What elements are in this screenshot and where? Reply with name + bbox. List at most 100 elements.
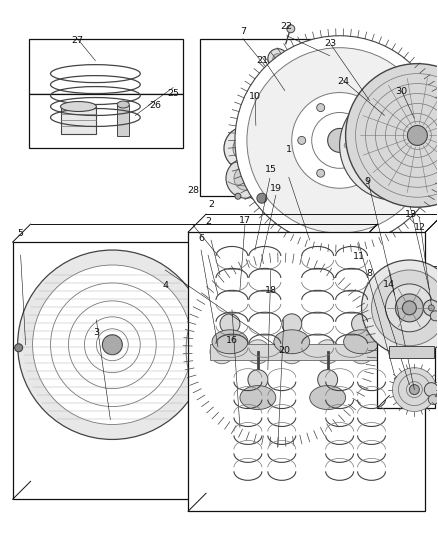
- Text: 7: 7: [240, 27, 246, 36]
- Text: 5: 5: [18, 229, 23, 238]
- Circle shape: [377, 127, 413, 163]
- Circle shape: [292, 93, 388, 188]
- Circle shape: [302, 174, 310, 182]
- Circle shape: [235, 193, 241, 199]
- Circle shape: [428, 394, 438, 405]
- Text: 3: 3: [94, 328, 100, 337]
- Circle shape: [257, 193, 267, 203]
- Circle shape: [386, 138, 403, 154]
- Circle shape: [396, 294, 424, 322]
- Circle shape: [344, 143, 349, 148]
- Text: 19: 19: [270, 184, 282, 193]
- Text: 13: 13: [405, 211, 417, 220]
- Text: 18: 18: [265, 286, 277, 295]
- Circle shape: [371, 270, 438, 346]
- Text: 15: 15: [265, 165, 276, 174]
- Circle shape: [385, 284, 433, 332]
- Ellipse shape: [240, 385, 276, 409]
- Text: 14: 14: [383, 279, 395, 288]
- Circle shape: [406, 382, 422, 398]
- Circle shape: [416, 184, 421, 189]
- Text: 26: 26: [150, 101, 162, 110]
- Circle shape: [287, 25, 295, 33]
- Bar: [60, 107, 96, 134]
- Text: 30: 30: [396, 87, 408, 95]
- Ellipse shape: [212, 330, 248, 354]
- Circle shape: [273, 54, 283, 63]
- Circle shape: [18, 250, 207, 439]
- Text: 22: 22: [281, 22, 293, 31]
- Circle shape: [421, 142, 428, 149]
- Circle shape: [312, 112, 367, 168]
- Bar: [210, 344, 395, 360]
- Circle shape: [317, 169, 325, 177]
- Text: 23: 23: [324, 39, 336, 48]
- Bar: [389, 346, 434, 358]
- Circle shape: [210, 340, 234, 364]
- Circle shape: [224, 126, 268, 171]
- Circle shape: [361, 142, 368, 149]
- Text: 17: 17: [239, 216, 251, 225]
- Circle shape: [68, 301, 156, 389]
- Circle shape: [307, 182, 313, 188]
- Text: 27: 27: [71, 36, 83, 45]
- Circle shape: [317, 103, 325, 111]
- Circle shape: [85, 317, 140, 373]
- Circle shape: [403, 301, 417, 315]
- Ellipse shape: [274, 330, 310, 354]
- Text: 12: 12: [414, 223, 426, 232]
- Circle shape: [428, 305, 434, 311]
- Ellipse shape: [117, 101, 129, 108]
- Circle shape: [350, 340, 374, 364]
- Circle shape: [416, 101, 421, 107]
- Ellipse shape: [310, 385, 346, 409]
- Circle shape: [316, 340, 339, 364]
- Text: 8: 8: [367, 269, 373, 278]
- Circle shape: [280, 340, 304, 364]
- Circle shape: [355, 169, 363, 177]
- Circle shape: [220, 314, 240, 334]
- Bar: [28, 39, 183, 94]
- Text: 6: 6: [198, 234, 205, 243]
- Circle shape: [407, 125, 427, 146]
- Circle shape: [391, 172, 398, 179]
- Ellipse shape: [60, 101, 96, 111]
- Circle shape: [251, 193, 257, 199]
- Text: 11: 11: [353, 253, 365, 261]
- Circle shape: [235, 36, 438, 245]
- Circle shape: [424, 300, 438, 316]
- Text: 2: 2: [208, 200, 215, 209]
- Circle shape: [346, 63, 438, 207]
- Circle shape: [102, 335, 122, 355]
- Circle shape: [339, 91, 438, 200]
- Circle shape: [282, 314, 302, 334]
- Circle shape: [353, 103, 436, 187]
- Circle shape: [14, 344, 23, 352]
- Circle shape: [96, 329, 128, 361]
- Text: 1: 1: [286, 145, 292, 154]
- Circle shape: [391, 112, 398, 119]
- Circle shape: [382, 340, 406, 364]
- Circle shape: [352, 314, 371, 334]
- Circle shape: [368, 101, 373, 107]
- Circle shape: [298, 136, 306, 144]
- Text: 21: 21: [257, 56, 268, 65]
- Circle shape: [32, 265, 192, 424]
- Circle shape: [374, 136, 381, 144]
- Bar: [13, 242, 360, 499]
- Circle shape: [233, 135, 259, 161]
- Text: 16: 16: [226, 336, 238, 345]
- Text: 20: 20: [279, 346, 290, 355]
- Bar: [117, 104, 129, 136]
- Circle shape: [234, 166, 258, 190]
- Circle shape: [50, 283, 174, 407]
- Text: 2: 2: [205, 217, 212, 226]
- Text: 10: 10: [249, 92, 261, 101]
- Circle shape: [399, 374, 430, 406]
- Circle shape: [226, 158, 266, 198]
- Ellipse shape: [343, 330, 379, 354]
- Text: 4: 4: [163, 280, 169, 289]
- Circle shape: [246, 340, 270, 364]
- Circle shape: [424, 383, 438, 397]
- Text: 25: 25: [167, 90, 179, 98]
